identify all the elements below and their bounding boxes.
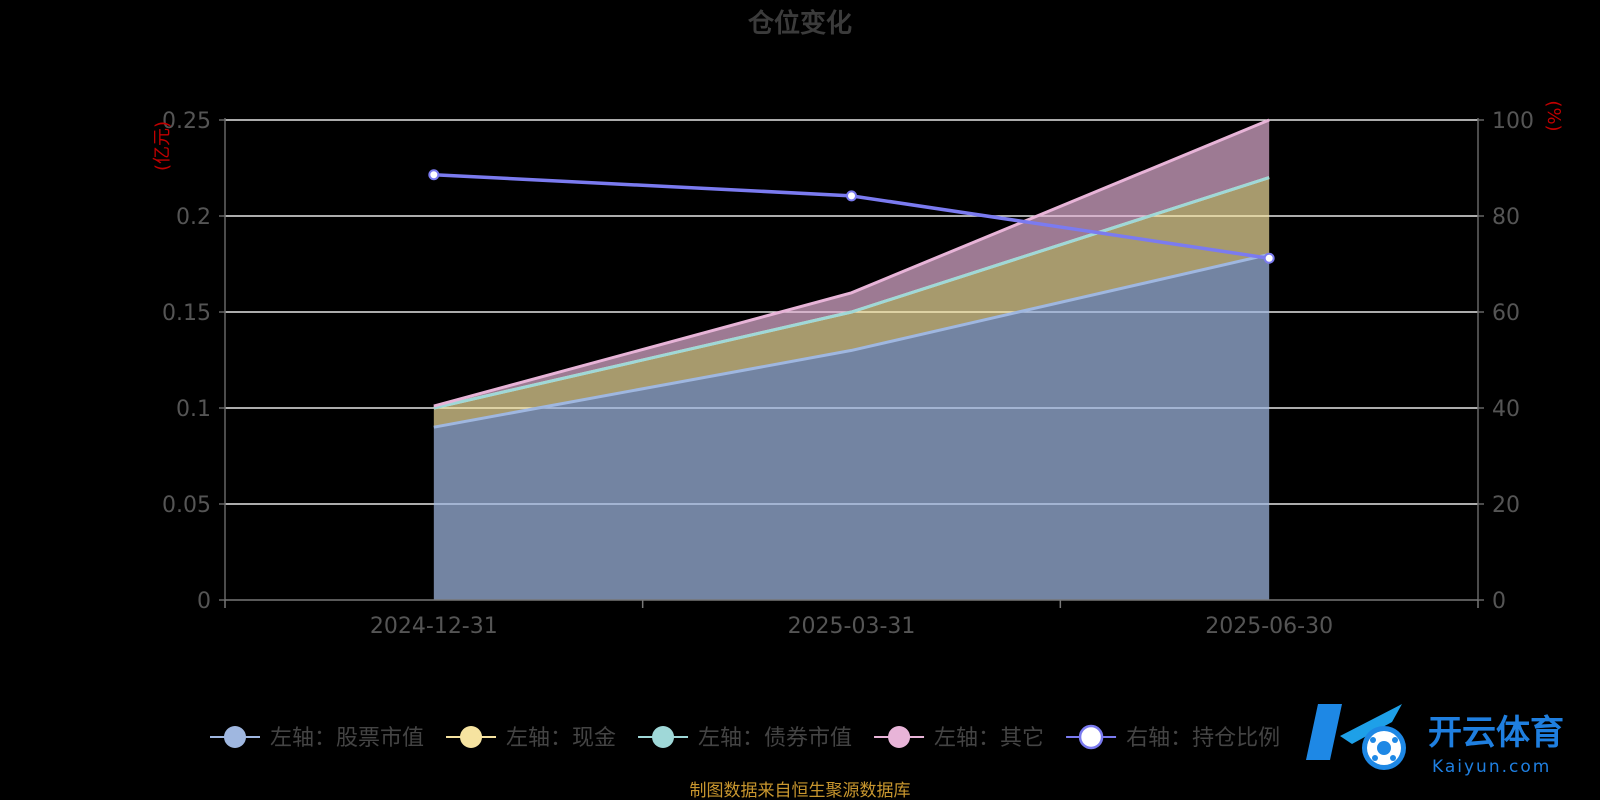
right-tick-label: 40 xyxy=(1492,397,1520,422)
legend: 左轴：股票市值 左轴：现金 左轴：债券市值 左轴：其它 右轴：持仓比例 xyxy=(210,724,1280,751)
area-edge-0 xyxy=(433,252,1270,429)
x-tick-label: 2025-06-30 xyxy=(1205,614,1333,639)
legend-marker xyxy=(1078,724,1104,750)
right-tick-label: 80 xyxy=(1492,205,1520,230)
watermark-en: Kaiyun.com xyxy=(1432,757,1551,777)
area-0 xyxy=(433,254,1270,600)
legend-label: 左轴：现金 xyxy=(506,726,616,751)
left-tick-label: 0.1 xyxy=(176,397,211,422)
legend-label: 右轴：持仓比例 xyxy=(1126,726,1280,751)
legend-item[interactable]: 左轴：现金 xyxy=(446,726,616,751)
legend-item[interactable]: 左轴：债券市值 xyxy=(638,726,852,751)
right-tick-label: 0 xyxy=(1492,589,1506,614)
ratio-point xyxy=(1263,252,1275,264)
ratio-point xyxy=(846,190,857,202)
left-tick-label: 0.2 xyxy=(176,205,211,230)
x-tick-label: 2024-12-31 xyxy=(370,614,498,639)
legend-marker xyxy=(652,726,675,748)
right-axis-unit: (%) xyxy=(1543,100,1564,131)
area-edge-2 xyxy=(433,176,1270,410)
watermark-cn: 开云体育 xyxy=(1428,713,1564,753)
source-note: 制图数据来自恒生聚源数据库 xyxy=(690,781,911,800)
left-axis-unit: (亿元) xyxy=(152,121,173,171)
chart-title: 仓位变化 xyxy=(747,8,852,39)
right-tick-label: 60 xyxy=(1492,301,1520,326)
area-edge-3 xyxy=(433,118,1270,408)
legend-item[interactable]: 右轴：持仓比例 xyxy=(1066,724,1280,751)
left-tick-label: 0.05 xyxy=(162,493,211,518)
axes: 0 0.05 0.1 0.15 0.2 0.25 0 20 40 60 80 100 2024-12-3… xyxy=(162,109,1534,639)
left-tick-label: 0.25 xyxy=(162,109,211,134)
right-tick-label: 20 xyxy=(1492,493,1520,518)
legend-marker xyxy=(888,726,911,748)
watermark-logo-icon xyxy=(1306,704,1406,770)
area-1 xyxy=(433,177,1270,428)
legend-label: 左轴：其它 xyxy=(934,726,1044,751)
legend-item[interactable]: 左轴：股票市值 xyxy=(210,726,424,751)
watermark: 开云体育 Kaiyun.com xyxy=(1306,704,1564,777)
left-tick-label: 0.15 xyxy=(162,301,211,326)
legend-marker xyxy=(224,726,246,748)
ratio-line xyxy=(428,169,1275,264)
legend-label: 左轴：股票市值 xyxy=(270,726,424,751)
x-tick-label: 2025-03-31 xyxy=(788,614,916,639)
right-tick-label: 100 xyxy=(1492,109,1534,134)
stacked-areas xyxy=(433,118,1270,600)
ratio-point xyxy=(428,169,440,181)
left-tick-label: 0 xyxy=(197,589,211,614)
legend-marker xyxy=(460,726,483,748)
legend-label: 左轴：债券市值 xyxy=(698,726,852,751)
legend-item[interactable]: 左轴：其它 xyxy=(874,726,1044,751)
